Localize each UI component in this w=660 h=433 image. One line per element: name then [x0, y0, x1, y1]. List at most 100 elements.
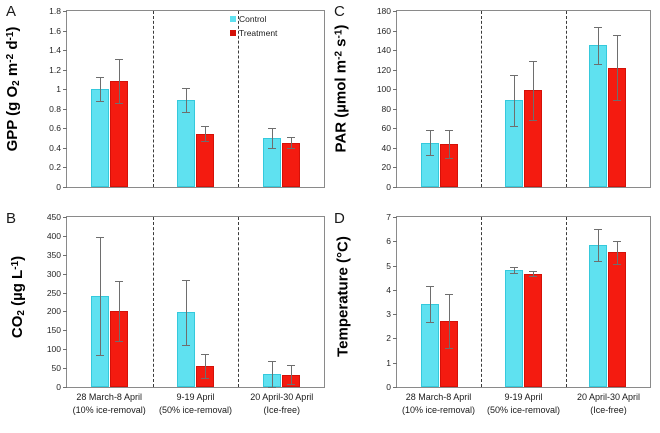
error-bar: [119, 59, 121, 104]
y-axis-tick-label: 5: [386, 260, 391, 271]
y-axis-tick: [63, 147, 67, 149]
error-bar-cap: [115, 341, 124, 343]
error-bar: [533, 60, 534, 120]
category-label-1-line1: 28 March-8 April: [76, 392, 142, 402]
y-axis-tick: [63, 311, 67, 313]
y-axis-tick: [393, 147, 397, 149]
category-label-2-line1: 9-19 April: [504, 392, 543, 402]
category-label-3: 20 April-30 April (Ice-free): [250, 391, 313, 417]
category-label-3-line2: (Ice-free): [590, 405, 627, 415]
y-axis-tick: [393, 50, 397, 52]
y-axis-tick-label: 2: [386, 333, 391, 344]
panel-c-plot-area: 0 20 40 60 80 100 120 140 160 180: [377, 6, 651, 192]
category-label-1: 28 March-8 April (10% ice-removal): [402, 391, 475, 417]
y-axis-tick-label: 450: [46, 212, 61, 222]
y-axis-tick-label: 350: [46, 249, 61, 260]
y-axis-tick-label: 120: [376, 64, 391, 75]
y-axis-tick: [63, 330, 67, 332]
panel-c-y-axis-title: PAR (µmol m-2 s-1): [332, 24, 350, 153]
error-bar-cap: [115, 103, 124, 105]
category-label-1-line2: (10% ice-removal): [72, 405, 146, 415]
error-bar-cap: [286, 137, 295, 139]
group-separator: [238, 217, 240, 387]
y-axis-tick: [393, 241, 397, 243]
error-bar-cap: [510, 273, 518, 275]
error-bar-cap: [96, 237, 105, 239]
error-bar-cap: [267, 361, 276, 363]
y-axis-tick: [63, 11, 67, 12]
error-bar-cap: [267, 387, 276, 388]
bar-control: [91, 89, 110, 187]
y-axis-tick-label: 1: [56, 84, 61, 95]
error-bar-cap: [96, 354, 105, 356]
y-axis-tick-label: 100: [46, 344, 61, 355]
y-axis-tick-label: 0.6: [49, 123, 61, 134]
error-bar-cap: [115, 280, 124, 282]
y-axis-tick: [393, 11, 397, 12]
panel-b-y-axis-title: CO2 (µg L-1): [9, 255, 27, 339]
y-axis-tick: [63, 349, 67, 351]
panel-d-letter: D: [334, 210, 345, 227]
error-bar: [100, 237, 102, 355]
y-axis-tick-label: 7: [386, 212, 391, 222]
bar-control: [505, 269, 523, 387]
category-label-2: 9-19 April (50% ice-removal): [487, 391, 560, 417]
y-axis-tick-label: 0.4: [49, 142, 61, 153]
y-axis-tick-label: 3: [386, 309, 391, 320]
category-label-3: 20 April-30 April (Ice-free): [577, 391, 640, 417]
legend-item-control: Control: [230, 14, 277, 24]
y-axis-tick-label: 1.4: [49, 45, 61, 56]
y-axis-tick-label: 80: [381, 103, 391, 114]
y-axis-tick: [393, 265, 397, 267]
error-bar: [429, 129, 431, 156]
bar-control: [589, 45, 608, 187]
y-axis-tick: [63, 89, 67, 91]
error-bar-cap: [594, 261, 603, 263]
error-bar: [448, 130, 450, 158]
error-bar-cap: [201, 126, 209, 128]
group-separator: [152, 11, 154, 187]
error-bar-cap: [529, 271, 537, 273]
error-bar-cap: [286, 147, 295, 149]
category-label-1-line2: (10% ice-removal): [401, 405, 476, 415]
error-bar: [514, 75, 515, 126]
error-bar: [186, 279, 187, 345]
error-bar-cap: [267, 148, 276, 150]
error-bar-cap: [267, 127, 276, 129]
y-axis-tick-label: 0: [56, 182, 61, 192]
group-separator: [238, 11, 240, 187]
y-axis-tick: [393, 187, 397, 188]
error-bar: [205, 126, 206, 142]
bar-treatment: [524, 273, 542, 387]
y-axis-tick-label: 0.8: [49, 103, 61, 114]
error-bar-cap: [594, 63, 603, 65]
y-axis-tick: [393, 128, 397, 130]
panel-b-letter: B: [6, 210, 17, 227]
error-bar: [617, 35, 619, 100]
y-axis-tick: [63, 108, 67, 110]
panel-c-letter: C: [334, 3, 345, 20]
error-bar: [119, 280, 121, 342]
panel-b-plot-area: 0 50 100 150 200 250 300 350 400 450: [47, 212, 325, 392]
y-axis-tick: [63, 254, 67, 256]
error-bar-cap: [425, 322, 434, 324]
error-bar-cap: [444, 130, 453, 132]
error-bar-cap: [510, 266, 518, 268]
y-axis-tick-label: 6: [386, 236, 391, 247]
y-axis-tick-label: 20: [381, 162, 391, 173]
y-axis-tick-label: 160: [376, 25, 391, 36]
y-axis-tick: [63, 128, 67, 130]
group-separator: [481, 11, 483, 187]
y-axis-tick: [393, 167, 397, 169]
error-bar: [271, 127, 273, 149]
y-axis-tick: [63, 235, 67, 237]
y-axis-tick-label: 250: [46, 287, 61, 298]
error-bar-cap: [201, 141, 209, 143]
y-axis-tick: [63, 167, 67, 169]
category-label-3-line2: (Ice-free): [263, 405, 301, 415]
y-axis-tick-label: 200: [46, 306, 61, 317]
bar-control: [589, 244, 608, 387]
y-axis-tick-label: 50: [51, 363, 61, 374]
error-bar: [598, 228, 600, 262]
